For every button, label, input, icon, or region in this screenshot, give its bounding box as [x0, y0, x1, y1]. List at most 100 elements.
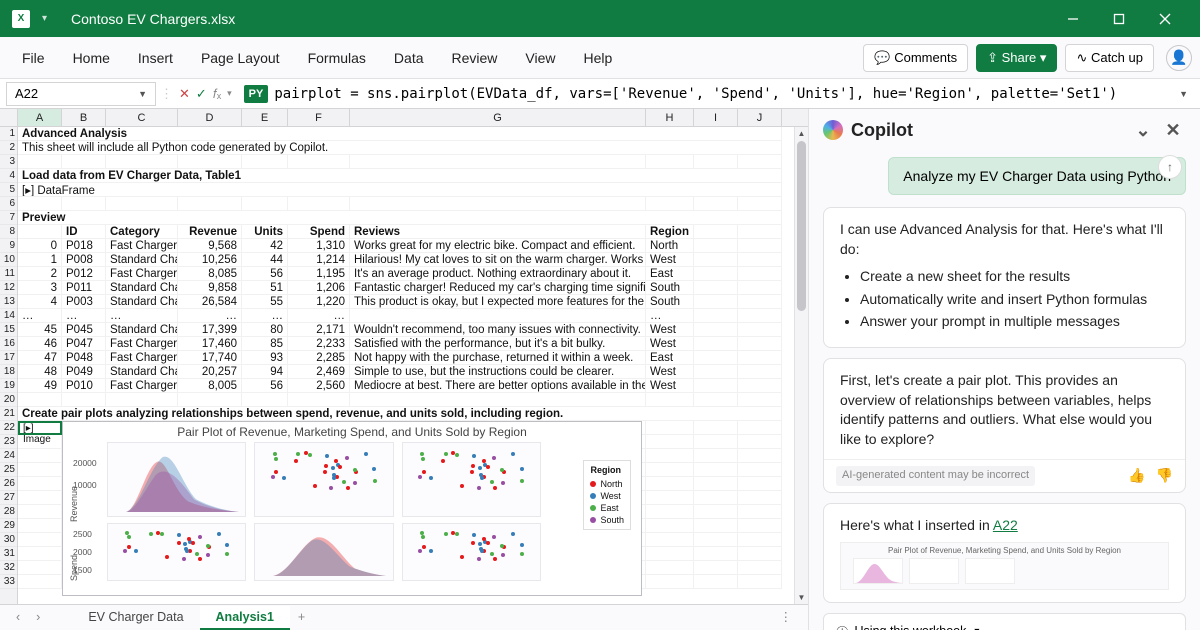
ribbon-tab-insert[interactable]: Insert [124, 37, 187, 78]
row-header[interactable]: 21 [0, 407, 17, 421]
python-badge: PY [244, 85, 269, 103]
document-title: Contoso EV Chargers.xlsx [71, 11, 1050, 27]
row-header[interactable]: 33 [0, 575, 17, 589]
row-headers[interactable]: 1234567891011121314151617181920212223242… [0, 127, 18, 604]
row-header[interactable]: 7 [0, 211, 17, 225]
ribbon-tab-view[interactable]: View [511, 37, 569, 78]
pair-plot-chart: Pair Plot of Revenue, Marketing Spend, a… [62, 421, 642, 596]
profile-avatar[interactable]: 👤 [1166, 45, 1192, 71]
sheet-tab-data[interactable]: EV Charger Data [72, 606, 199, 630]
column-header[interactable]: J [738, 109, 782, 126]
ribbon-tab-review[interactable]: Review [438, 37, 512, 78]
maximize-button[interactable] [1096, 3, 1142, 35]
ribbon-tab-help[interactable]: Help [570, 37, 627, 78]
row-header[interactable]: 15 [0, 323, 17, 337]
thumbs-down-icon[interactable]: 👎 [1156, 466, 1173, 486]
row-header[interactable]: 14 [0, 309, 17, 323]
row-header[interactable]: 25 [0, 463, 17, 477]
next-sheet-button[interactable]: › [28, 606, 48, 630]
minimize-button[interactable] [1050, 3, 1096, 35]
ai-message-2: First, let's create a pair plot. This pr… [823, 358, 1186, 493]
prev-sheet-button[interactable]: ‹ [8, 606, 28, 630]
comments-button[interactable]: 💬 Comments [863, 44, 968, 72]
row-header[interactable]: 27 [0, 491, 17, 505]
row-header[interactable]: 24 [0, 449, 17, 463]
ai-step-item: Answer your prompt in multiple messages [860, 312, 1169, 332]
name-box[interactable]: A22▼ [6, 82, 156, 106]
close-button[interactable] [1142, 3, 1188, 35]
catchup-button[interactable]: ∿ Catch up [1065, 44, 1154, 72]
column-header[interactable]: H [646, 109, 694, 126]
copilot-pane: Copilot ⌄ ✕ ↑ Analyze my EV Charger Data… [808, 109, 1200, 630]
formula-input[interactable]: pairplot = sns.pairplot(EVData_df, vars=… [274, 86, 1175, 102]
row-header[interactable]: 16 [0, 337, 17, 351]
row-header[interactable]: 4 [0, 169, 17, 183]
row-header[interactable]: 6 [0, 197, 17, 211]
add-sheet-button[interactable]: + [290, 606, 313, 630]
row-header[interactable]: 28 [0, 505, 17, 519]
inserted-cell-link[interactable]: A22 [993, 517, 1018, 533]
subplot-0-2 [402, 442, 541, 517]
thumbs-up-icon[interactable]: 👍 [1128, 466, 1145, 486]
chart-legend: Region NorthWestEastSouth [583, 460, 631, 530]
row-header[interactable]: 22 [0, 421, 17, 435]
ai-step-item: Automatically write and insert Python fo… [860, 290, 1169, 310]
copilot-logo-icon [823, 120, 843, 140]
column-header[interactable]: G [350, 109, 646, 126]
vertical-scrollbar[interactable]: ▲ ▼ [794, 127, 808, 604]
column-header[interactable]: I [694, 109, 738, 126]
row-header[interactable]: 5 [0, 183, 17, 197]
column-header[interactable]: C [106, 109, 178, 126]
share-button[interactable]: ⇪ Share ▾ [976, 44, 1057, 72]
ai-message-3: Here's what I inserted in A22 Pair Plot … [823, 503, 1186, 603]
column-header[interactable]: F [288, 109, 350, 126]
row-header[interactable]: 17 [0, 351, 17, 365]
row-header[interactable]: 12 [0, 281, 17, 295]
formula-expand-icon[interactable]: ▼ [1175, 89, 1192, 99]
row-header[interactable]: 19 [0, 379, 17, 393]
close-pane-icon[interactable]: ✕ [1160, 117, 1186, 143]
ribbon-tab-data[interactable]: Data [380, 37, 438, 78]
row-header[interactable]: 9 [0, 239, 17, 253]
row-header[interactable]: 2 [0, 141, 17, 155]
row-header[interactable]: 8 [0, 225, 17, 239]
row-header[interactable]: 10 [0, 253, 17, 267]
row-header[interactable]: 20 [0, 393, 17, 407]
row-header[interactable]: 26 [0, 477, 17, 491]
ribbon-tab-page-layout[interactable]: Page Layout [187, 37, 294, 78]
row-header[interactable]: 3 [0, 155, 17, 169]
accept-icon[interactable]: ✓ [196, 86, 207, 102]
row-header[interactable]: 31 [0, 547, 17, 561]
row-header[interactable]: 11 [0, 267, 17, 281]
autosave-dropdown-icon[interactable]: ▾ [42, 13, 47, 24]
subplot-1-1 [254, 523, 393, 581]
result-preview: Pair Plot of Revenue, Marketing Spend, a… [840, 542, 1169, 590]
cells-area[interactable]: Advanced AnalysisThis sheet will include… [18, 127, 794, 604]
row-header[interactable]: 29 [0, 519, 17, 533]
sheet-options-icon[interactable]: ⋮ [772, 606, 801, 630]
cancel-icon[interactable]: ✕ [179, 86, 190, 102]
column-header[interactable]: D [178, 109, 242, 126]
ribbon-tab-formulas[interactable]: Formulas [294, 37, 380, 78]
row-header[interactable]: 23 [0, 435, 17, 449]
sheet-tab-analysis[interactable]: Analysis1 [200, 606, 290, 630]
column-header[interactable]: B [62, 109, 106, 126]
ribbon-tab-home[interactable]: Home [59, 37, 124, 78]
row-header[interactable]: 13 [0, 295, 17, 309]
info-icon: ⓘ [836, 622, 849, 630]
fx-icon[interactable]: 𝑓ₓ [213, 86, 221, 102]
row-header[interactable]: 1 [0, 127, 17, 141]
column-header[interactable]: E [242, 109, 288, 126]
row-header[interactable]: 32 [0, 561, 17, 575]
column-headers[interactable]: ABCDEFGHIJ [0, 109, 808, 127]
disclaimer-text: AI-generated content may be incorrect [836, 466, 1035, 485]
collapse-icon[interactable]: ⌄ [1130, 117, 1156, 143]
row-header[interactable]: 30 [0, 533, 17, 547]
ribbon-tab-file[interactable]: File [8, 37, 59, 78]
scroll-up-button[interactable]: ↑ [1158, 155, 1182, 179]
column-header[interactable]: A [18, 109, 62, 126]
ai-step-item: Create a new sheet for the results [860, 267, 1169, 287]
subplot-1-2 [402, 523, 541, 581]
row-header[interactable]: 18 [0, 365, 17, 379]
context-banner[interactable]: ⓘ Using this workbook ▾ [823, 613, 1186, 630]
